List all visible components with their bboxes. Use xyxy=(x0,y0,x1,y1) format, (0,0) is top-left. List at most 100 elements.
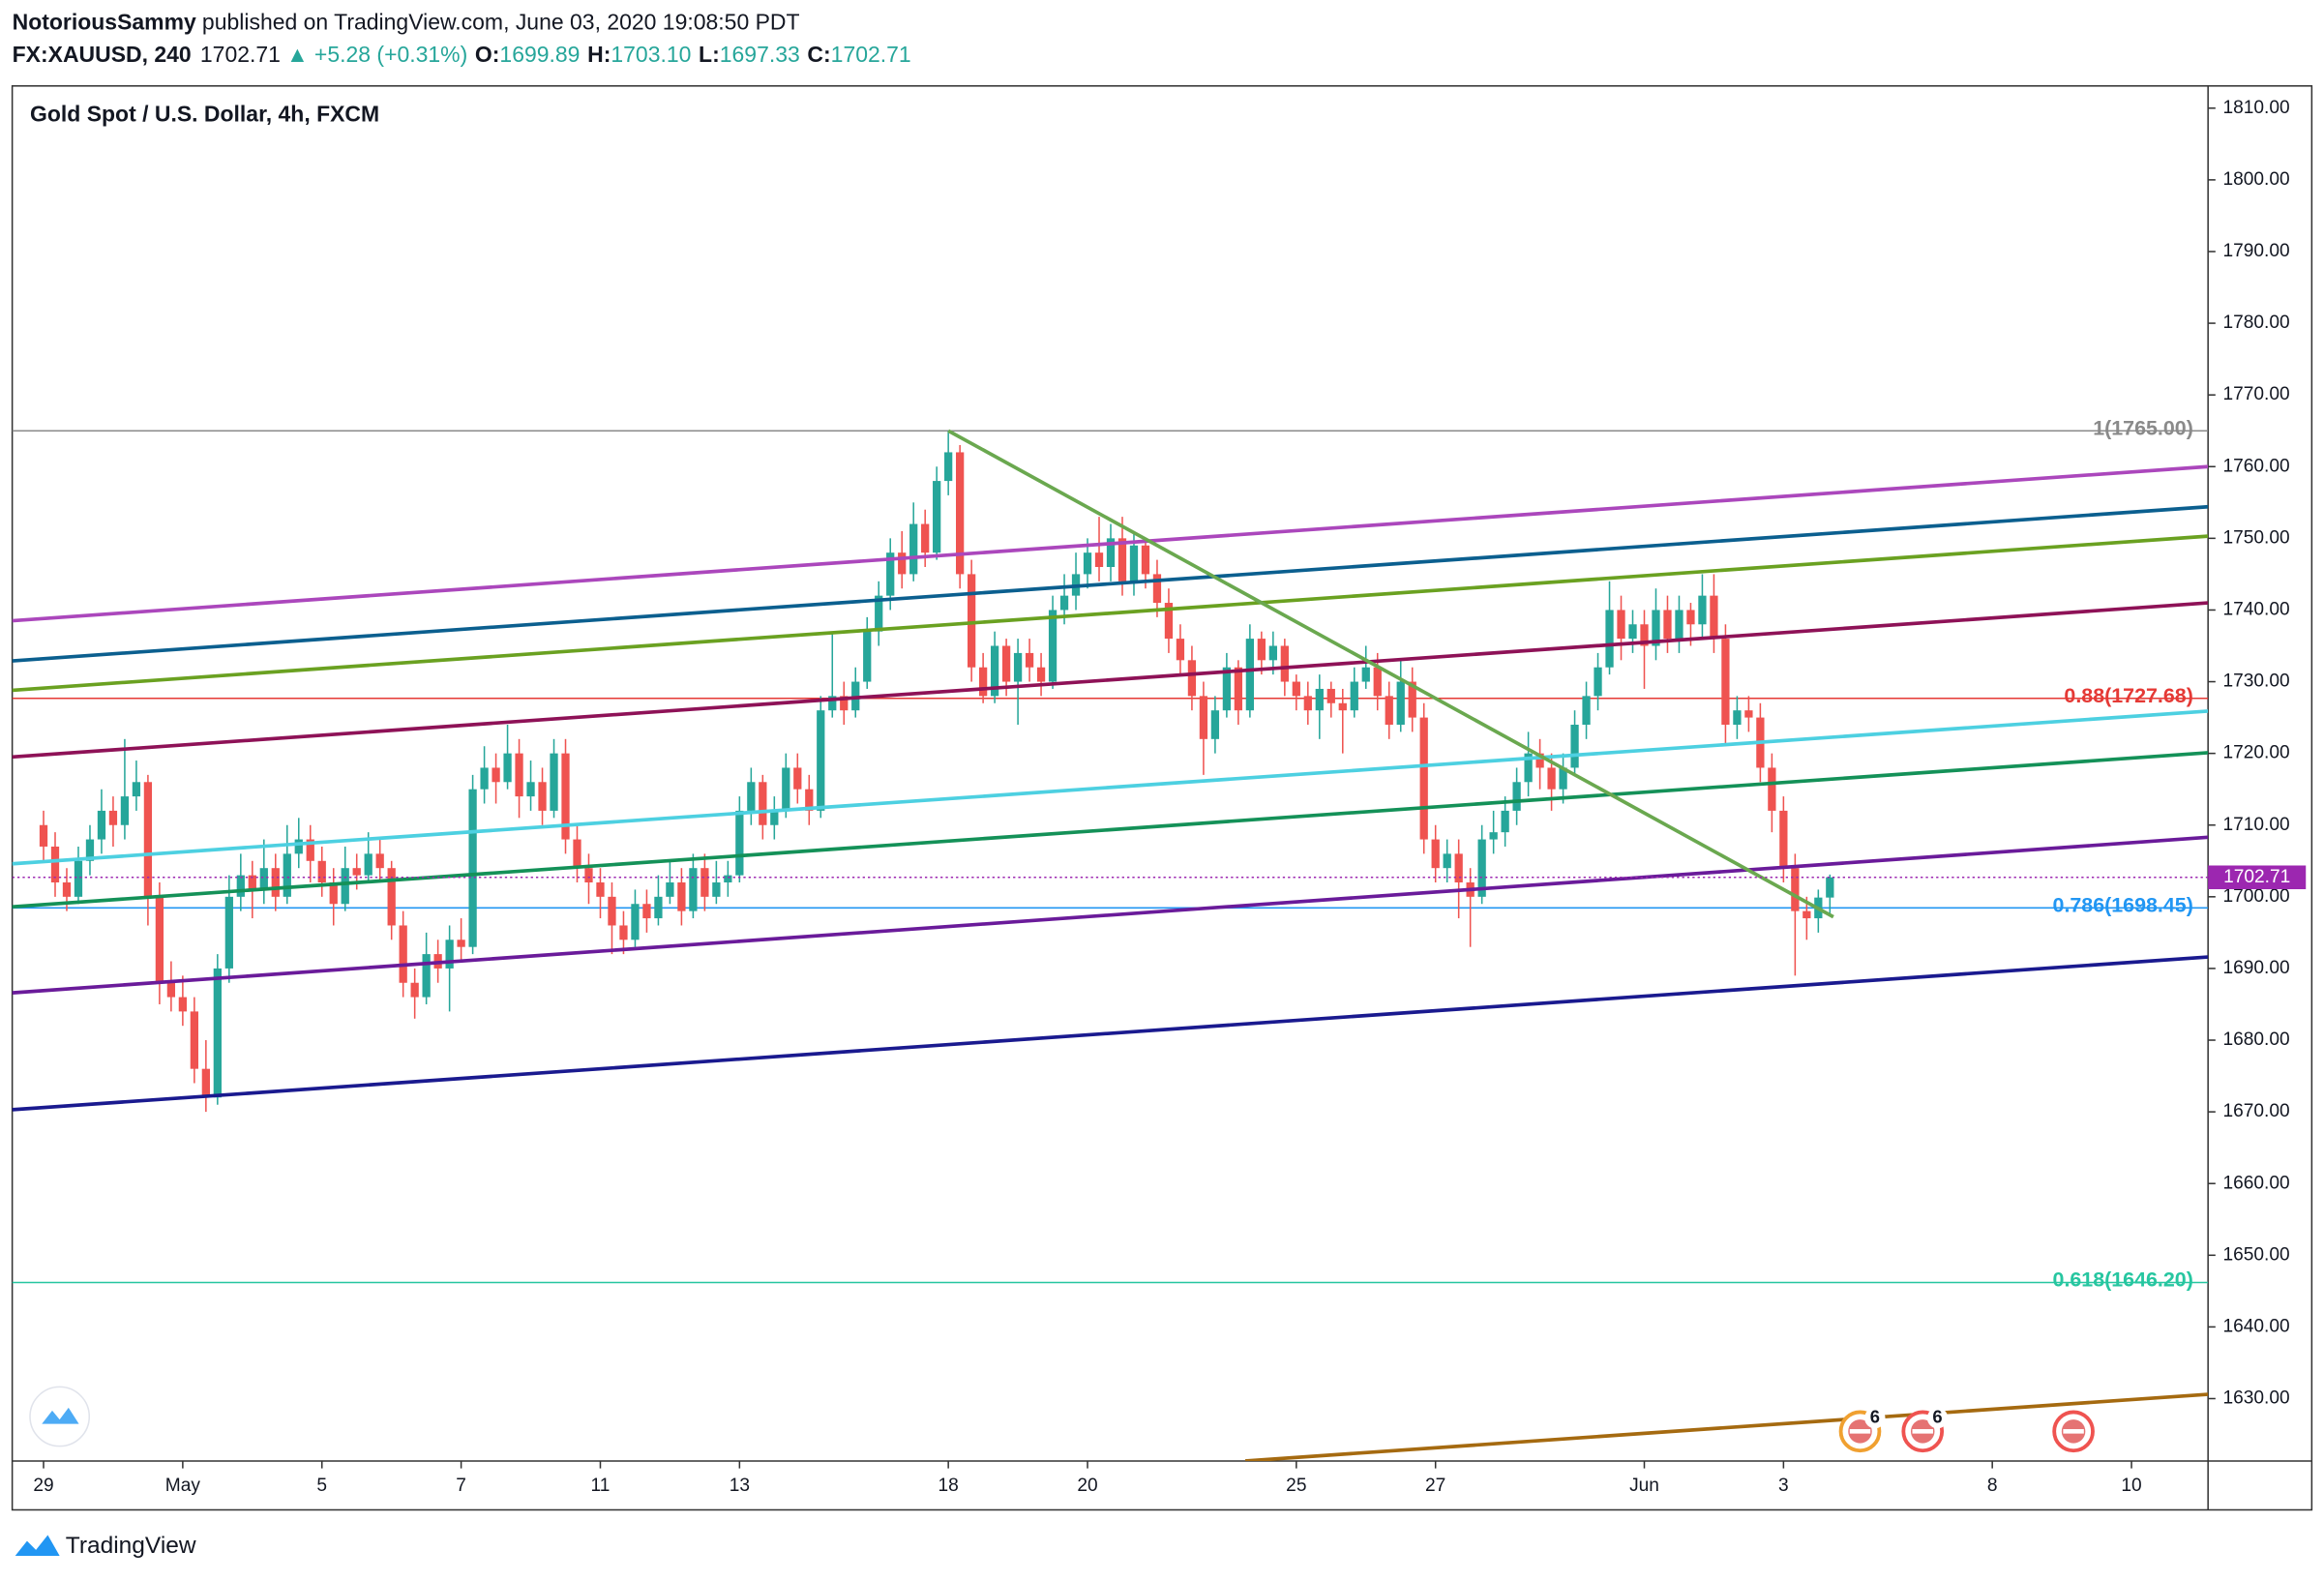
candle-body xyxy=(1361,667,1370,682)
candle-body xyxy=(654,896,663,919)
candle-body xyxy=(1048,610,1058,682)
candle-body xyxy=(50,846,60,883)
candle-body xyxy=(1779,810,1788,869)
candle-body xyxy=(933,481,941,553)
ohlc-value: 1703.10 xyxy=(611,42,691,67)
y-tick-label: 1700.00 xyxy=(2222,886,2289,907)
ohlc-value: 1699.89 xyxy=(499,42,580,67)
trend-line xyxy=(12,504,2209,663)
candle-body xyxy=(712,882,721,897)
candle-body xyxy=(108,810,118,825)
y-tick-label: 1710.00 xyxy=(2222,815,2289,835)
y-tick-label: 1630.00 xyxy=(2222,1388,2289,1409)
event-flag-stripe xyxy=(1849,1429,1871,1434)
x-tick-label: 8 xyxy=(1987,1476,1998,1496)
candle-body xyxy=(759,782,767,825)
candle-body xyxy=(642,904,651,919)
ohlc-key: C: xyxy=(807,42,830,67)
candle-body xyxy=(1652,610,1660,646)
candle-body xyxy=(666,882,674,897)
y-tick-label: 1690.00 xyxy=(2222,958,2289,978)
header-line-2: FX:XAUUSD, 240 1702.71 ▲ +5.28 (+0.31%) O:16… xyxy=(13,42,911,67)
candle-body xyxy=(375,853,384,869)
candle-body xyxy=(1710,595,1718,640)
candle-body xyxy=(967,574,976,668)
y-tick-label: 1760.00 xyxy=(2222,456,2289,476)
ohlc-key: L: xyxy=(699,42,720,67)
y-tick-label: 1810.00 xyxy=(2222,98,2289,118)
candle-body xyxy=(224,896,233,969)
event-badge xyxy=(1864,1407,1886,1429)
event-badge xyxy=(1926,1407,1949,1429)
candle-body xyxy=(1605,610,1614,668)
candle-body xyxy=(608,896,616,926)
candle-body xyxy=(1013,652,1023,682)
candle-body xyxy=(1791,868,1800,911)
candle-body xyxy=(1280,645,1289,682)
candle-body xyxy=(1826,877,1834,898)
x-tick-label: 20 xyxy=(1077,1476,1097,1496)
y-tick-label: 1670.00 xyxy=(2222,1101,2289,1121)
candle-body xyxy=(840,696,849,711)
candle-body xyxy=(1117,538,1127,582)
candle-body xyxy=(213,968,222,1098)
logo-button[interactable] xyxy=(29,1386,91,1447)
candle-body xyxy=(457,940,465,947)
candle-body xyxy=(863,631,872,682)
candle-body xyxy=(1698,595,1707,625)
candle-body xyxy=(526,782,535,797)
x-tick-label: 18 xyxy=(939,1476,959,1496)
candle-body xyxy=(1199,696,1208,739)
candle-body xyxy=(735,810,744,876)
candle-body xyxy=(143,782,153,897)
candle-body xyxy=(1686,610,1695,625)
candle-body xyxy=(1721,639,1730,726)
candle-body xyxy=(1431,839,1440,869)
candle-body xyxy=(85,839,95,861)
candle-body xyxy=(39,824,48,847)
candle-body xyxy=(1675,610,1683,640)
candle-body xyxy=(817,710,825,811)
ohlc-value: 1702.71 xyxy=(831,42,911,67)
candle-body xyxy=(1338,702,1347,711)
candle-body xyxy=(97,810,106,840)
candle-body xyxy=(178,997,188,1012)
logo-icon xyxy=(42,1407,79,1424)
candle-body xyxy=(62,882,72,897)
plot-area xyxy=(12,429,2209,1461)
candle-body xyxy=(410,982,419,998)
candle-body xyxy=(1001,645,1011,682)
y-tick-label: 1780.00 xyxy=(2222,313,2289,333)
ohlc-key: O: xyxy=(475,42,500,67)
candle-body xyxy=(492,767,500,783)
candle-body xyxy=(422,954,431,998)
candle-body xyxy=(468,789,477,947)
candle-body xyxy=(1663,610,1672,640)
trend-line xyxy=(12,709,2209,866)
candle-body xyxy=(1501,810,1509,833)
fib-label: 0.786(1698.45) xyxy=(2053,893,2193,916)
candle-body xyxy=(1443,853,1451,869)
candle-body xyxy=(1129,545,1139,582)
event-badge-label: 6 xyxy=(1932,1406,1942,1426)
x-tick-label: 25 xyxy=(1286,1476,1306,1496)
candle-body xyxy=(1222,667,1232,711)
candle-body xyxy=(1477,839,1486,897)
candle-body xyxy=(550,753,558,811)
candle-body xyxy=(387,868,396,926)
candle-body xyxy=(503,753,512,783)
candle-body xyxy=(317,860,326,883)
candle-body xyxy=(1292,681,1300,697)
candle-body xyxy=(898,552,907,575)
author: NotoriousSammy xyxy=(13,10,196,35)
last-price: 1702.71 xyxy=(200,42,281,67)
trend-line xyxy=(12,601,2209,760)
candle-body xyxy=(584,868,593,883)
candle-body xyxy=(700,868,709,897)
symbol: FX:XAUUSD, 240 xyxy=(13,42,192,67)
candle-body xyxy=(1373,667,1382,697)
candle-body xyxy=(1315,688,1324,711)
y-tick-label: 1730.00 xyxy=(2222,671,2289,692)
candle-body xyxy=(1176,639,1185,661)
candle-body xyxy=(399,925,407,983)
